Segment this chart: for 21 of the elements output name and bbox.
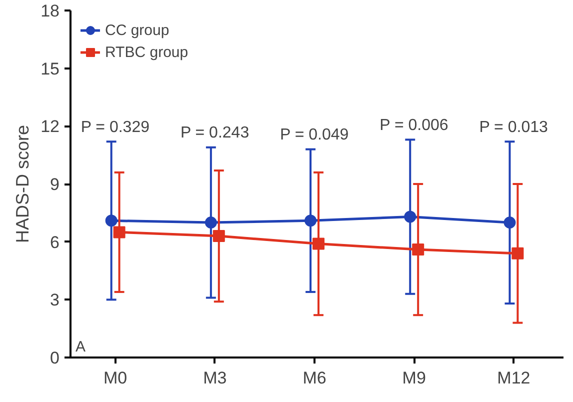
legend-label: CC group <box>105 22 170 38</box>
annotation: P = 0.329 <box>80 118 150 136</box>
legend-label: RTBC group <box>105 44 188 60</box>
y-tick-label: 15 <box>40 59 60 78</box>
annotation: P = 0.013 <box>479 118 548 136</box>
x-tick-label: M0 <box>104 368 128 388</box>
annotation: P = 0.243 <box>180 124 250 142</box>
x-tick-label: M9 <box>402 368 426 388</box>
y-tick-label: 3 <box>50 290 60 310</box>
annotation: A <box>76 338 86 356</box>
y-tick-label: 12 <box>40 117 60 136</box>
annotation: P = 0.006 <box>380 116 448 134</box>
annotation: P = 0.049 <box>280 126 349 144</box>
x-tick-label: M12 <box>497 368 530 388</box>
y-tick-label: 18 <box>40 2 60 20</box>
y-tick-label: 6 <box>50 232 60 252</box>
y-axis-title: HADS-D score <box>12 124 33 244</box>
x-tick-label: M6 <box>302 368 326 388</box>
y-tick-label: 9 <box>50 175 60 194</box>
x-tick-label: M3 <box>203 368 227 388</box>
y-tick-label: 0 <box>50 348 60 368</box>
